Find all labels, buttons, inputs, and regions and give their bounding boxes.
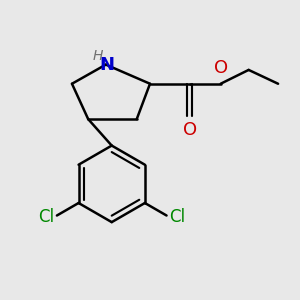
Text: N: N xyxy=(100,56,115,74)
Text: Cl: Cl xyxy=(169,208,186,226)
Text: H: H xyxy=(92,49,103,63)
Text: O: O xyxy=(183,122,197,140)
Text: O: O xyxy=(214,59,228,77)
Text: Cl: Cl xyxy=(38,208,54,226)
